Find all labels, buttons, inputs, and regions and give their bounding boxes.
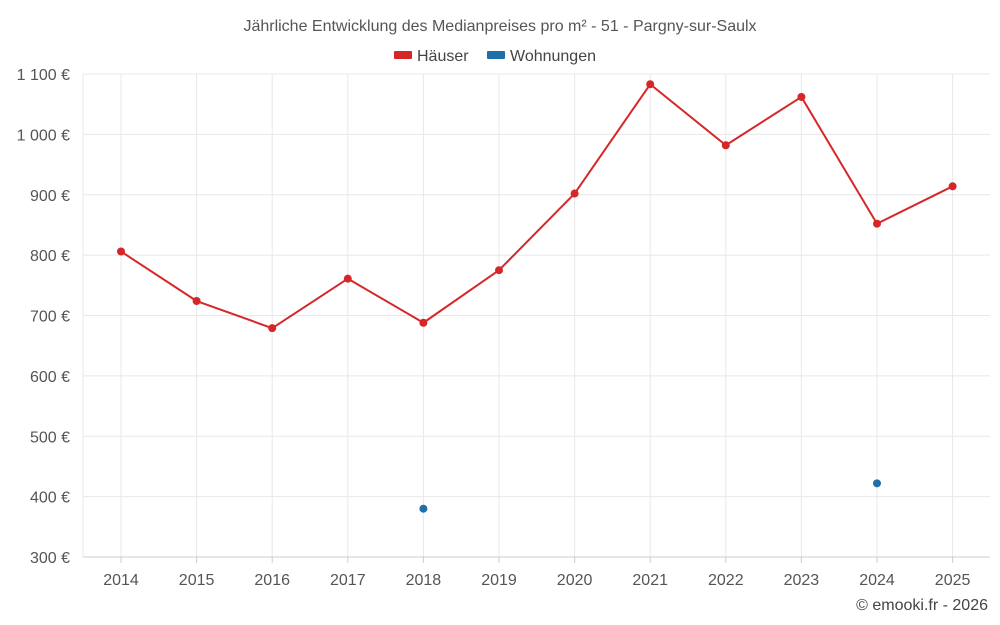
data-point[interactable] — [192, 297, 201, 306]
x-tick-label: 2018 — [406, 572, 442, 589]
series-line-segment — [573, 83, 652, 195]
series-haeuser — [117, 80, 957, 333]
x-tick-label: 2020 — [557, 572, 593, 589]
series-line-segment — [876, 185, 954, 225]
data-point[interactable] — [797, 92, 806, 101]
data-point[interactable] — [873, 219, 881, 228]
x-tick-label: 2021 — [632, 572, 668, 589]
y-tick-label: 300 € — [30, 550, 70, 567]
y-tick-label: 700 € — [30, 309, 70, 326]
legend-item-haeuser[interactable]: Häuser — [394, 48, 469, 65]
x-tick-label: 2024 — [859, 572, 895, 589]
series-layer — [117, 80, 957, 513]
series-line-segment — [271, 277, 349, 330]
series-line-segment — [120, 250, 198, 303]
data-point[interactable] — [343, 274, 352, 283]
chart-title: Jährliche Entwicklung des Medianpreises … — [243, 18, 756, 35]
legend-swatch-wohnungen — [487, 51, 505, 59]
y-tick-label: 800 € — [30, 248, 70, 265]
data-point[interactable] — [721, 141, 730, 150]
legend-label-haeuser: Häuser — [417, 48, 469, 65]
series-line-segment — [422, 269, 500, 324]
copyright-credit: © emooki.fr - 2026 — [856, 597, 988, 614]
x-tick-label: 2025 — [935, 572, 971, 589]
series-line-segment — [195, 300, 274, 330]
y-tick-label: 600 € — [30, 369, 70, 386]
series-line-segment — [346, 277, 425, 324]
grid — [83, 73, 990, 557]
x-tick-label: 2023 — [784, 572, 820, 589]
x-tick-label: 2014 — [103, 572, 139, 589]
x-tick-label: 2015 — [179, 572, 215, 589]
x-tick-label: 2019 — [481, 572, 517, 589]
series-line-segment — [800, 95, 878, 225]
y-tick-label: 1 000 € — [17, 127, 70, 144]
data-point[interactable] — [419, 504, 428, 513]
data-point[interactable] — [419, 318, 428, 327]
series-wohnungen — [419, 479, 881, 513]
legend-label-wohnungen: Wohnungen — [510, 48, 596, 65]
data-point[interactable] — [570, 189, 579, 198]
data-point[interactable] — [646, 80, 655, 89]
data-point[interactable] — [873, 479, 881, 488]
x-tick-label: 2022 — [708, 572, 744, 589]
series-line-segment — [649, 83, 727, 147]
y-tick-label: 500 € — [30, 429, 70, 446]
x-tick-label: 2017 — [330, 572, 366, 589]
data-point[interactable] — [117, 247, 125, 256]
series-line-segment — [724, 95, 803, 147]
y-tick-label: 400 € — [30, 490, 70, 507]
legend: Häuser Wohnungen — [394, 48, 596, 65]
legend-swatch-haeuser — [394, 51, 412, 59]
data-point[interactable] — [495, 266, 503, 275]
data-point[interactable] — [948, 182, 957, 191]
series-line-segment — [498, 192, 576, 272]
x-tick-label: 2016 — [254, 572, 290, 589]
y-tick-label: 900 € — [30, 188, 70, 205]
legend-item-wohnungen[interactable]: Wohnungen — [487, 48, 596, 65]
axes: 300 € 400 € 500 € 600 € 700 € 800 € 900 € 1 000… — [17, 67, 990, 589]
data-point[interactable] — [268, 324, 277, 333]
y-tick-label: 1 100 € — [17, 67, 70, 84]
